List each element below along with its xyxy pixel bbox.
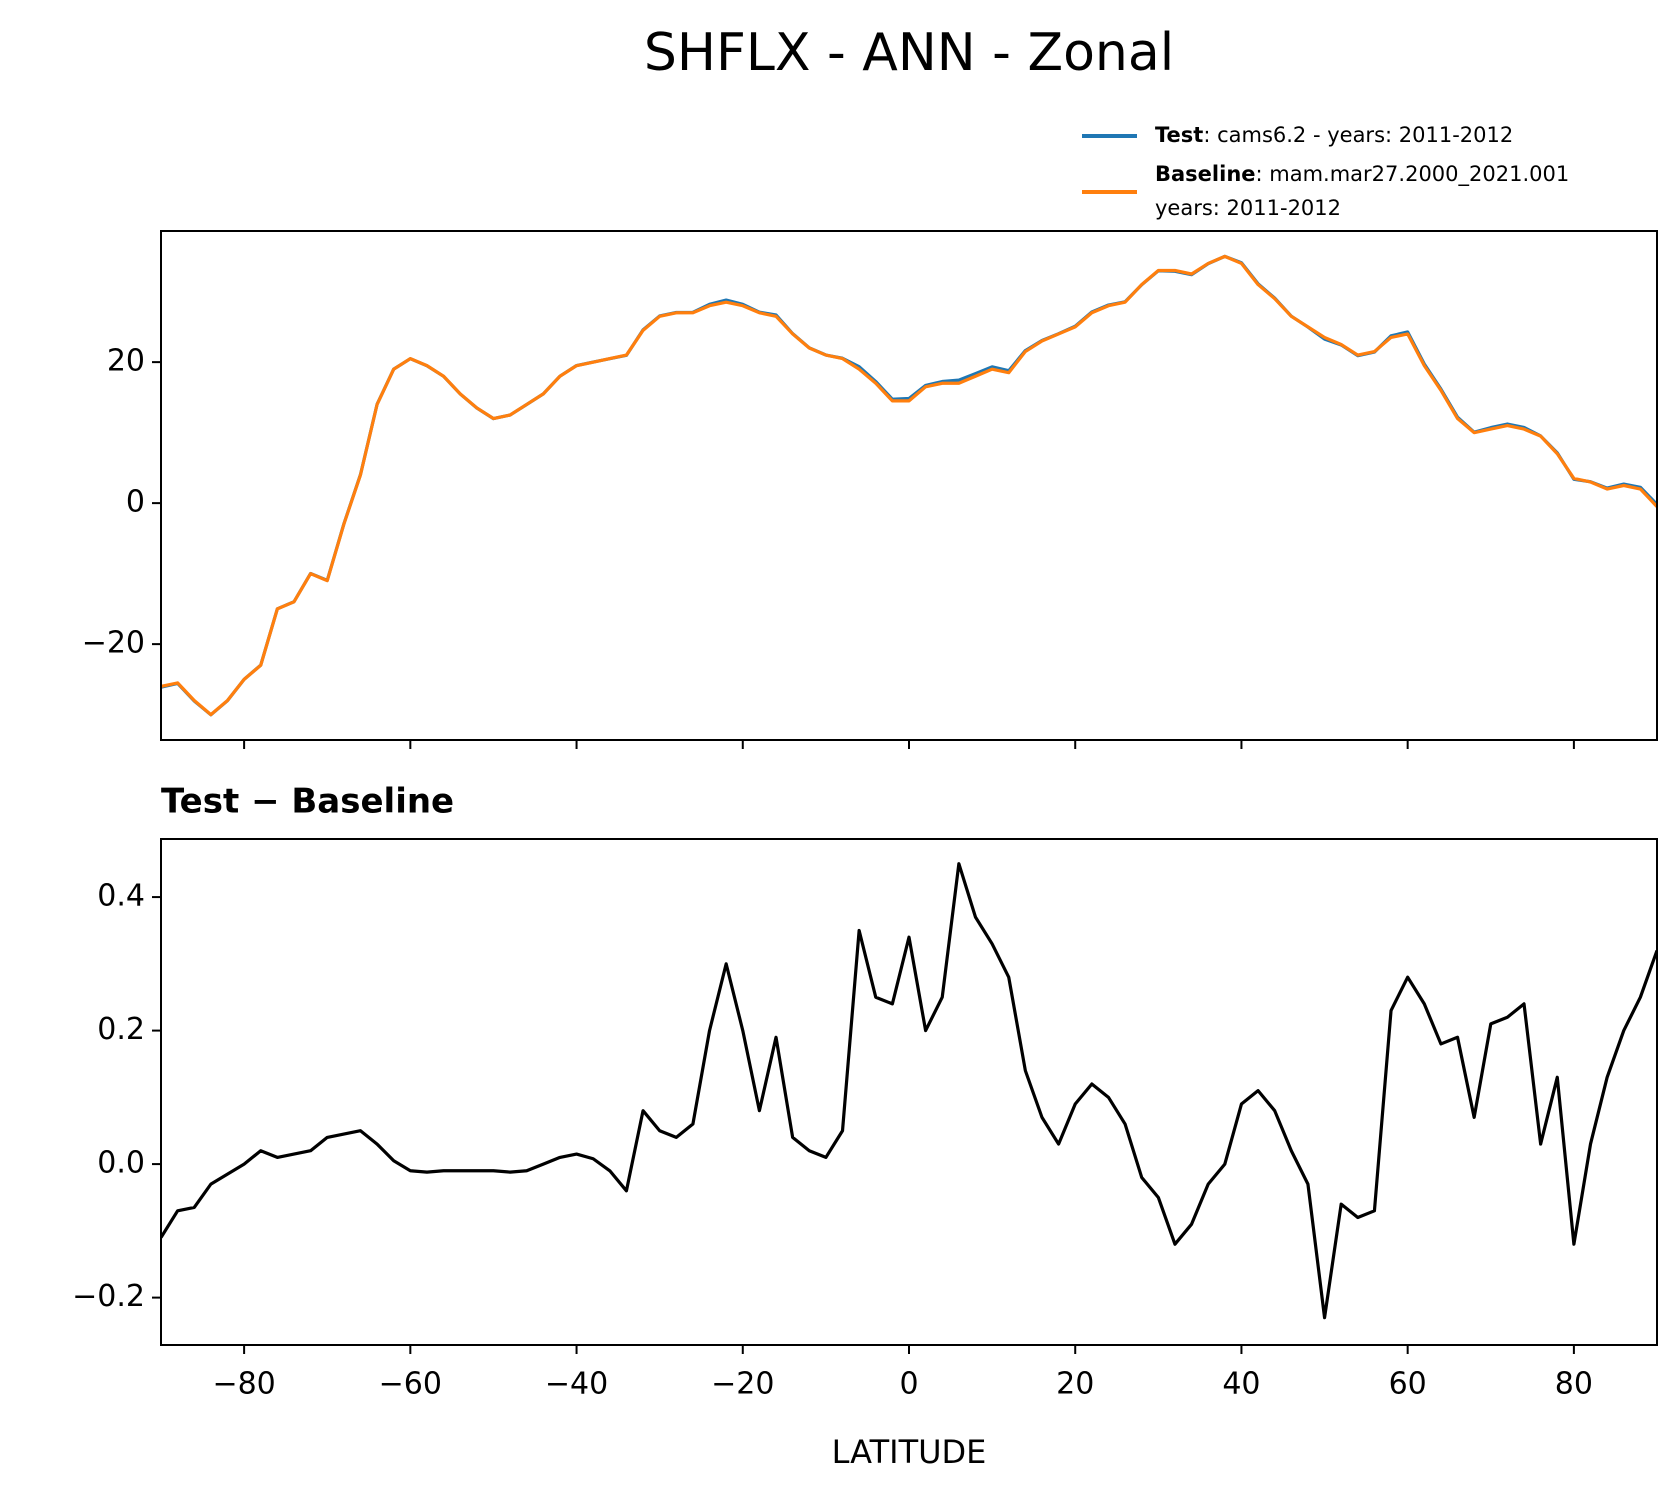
x-tick-label: −60 <box>379 1367 442 1402</box>
axes-title: Test − Baseline <box>161 782 454 822</box>
legend-name: Baseline <box>1155 162 1256 186</box>
x-tick-label: 20 <box>1056 1367 1094 1402</box>
axes-frame <box>160 230 1658 741</box>
y-tick-label: 0.4 <box>97 879 145 914</box>
figure-title: SHFLX - ANN - Zonal <box>644 23 1174 83</box>
x-axis-label: LATITUDE <box>832 1433 987 1471</box>
legend-label: Test: cams6.2 - years: 2011-2012 <box>1155 123 1513 147</box>
y-tick-label: −20 <box>82 626 145 661</box>
data-line <box>161 862 1657 1320</box>
legend-description: : cams6.2 - years: 2011-2012 <box>1203 123 1513 147</box>
x-tick-label: 40 <box>1222 1367 1260 1402</box>
x-tick-label: −40 <box>545 1367 608 1402</box>
data-line <box>161 254 1657 717</box>
legend-label: Baseline: mam.mar27.2000_2021.001 years: … <box>1155 162 1569 220</box>
legend-description: : mam.mar27.2000_2021.001 <box>1256 162 1570 187</box>
x-tick-label: 0 <box>899 1367 918 1402</box>
legend-description: years: 2011-2012 <box>1155 196 1341 220</box>
y-tick-label: −0.2 <box>72 1279 145 1314</box>
legend-name: Test <box>1155 123 1203 147</box>
y-tick-label: 20 <box>107 344 145 379</box>
x-tick-label: 80 <box>1555 1367 1593 1402</box>
y-tick-label: 0.2 <box>97 1012 145 1047</box>
x-tick-label: −80 <box>212 1367 275 1402</box>
x-tick-label: −20 <box>711 1367 774 1402</box>
y-tick-label: 0 <box>126 485 145 520</box>
x-tick-label: 60 <box>1389 1367 1427 1402</box>
axes-frame <box>160 838 1658 1346</box>
data-line <box>161 254 1657 717</box>
y-tick-label: 0.0 <box>97 1146 145 1181</box>
